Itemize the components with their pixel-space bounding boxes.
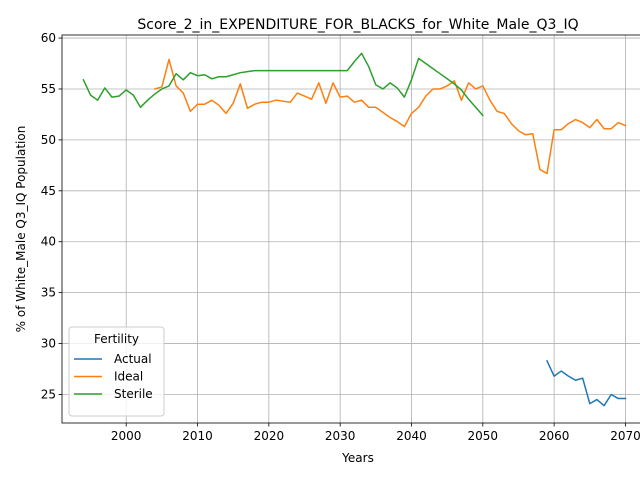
legend-title: Fertility xyxy=(94,332,139,346)
series-line-ideal xyxy=(153,58,627,175)
y-tick-label: 60 xyxy=(41,31,56,45)
x-tick-label: 2040 xyxy=(396,429,427,443)
x-tick-label: 2000 xyxy=(111,429,142,443)
plot-frame xyxy=(61,34,640,424)
y-tick-label: 45 xyxy=(41,184,56,198)
y-tick-label: 40 xyxy=(41,235,56,249)
x-axis-label: Years xyxy=(341,451,374,465)
legend-label-actual: Actual xyxy=(114,352,152,366)
x-tick-label: 2030 xyxy=(325,429,356,443)
x-tick-label: 2050 xyxy=(468,429,499,443)
x-tick-label: 2060 xyxy=(539,429,570,443)
x-tick-label: 2020 xyxy=(254,429,285,443)
chart-title: Score_2_in_EXPENDITURE_FOR_BLACKS_for_Wh… xyxy=(137,17,578,33)
x-tick-label: 2010 xyxy=(182,429,213,443)
legend-entries: Actual Ideal Sterile xyxy=(74,352,153,401)
axis-ticks: 2000 2010 2020 2030 2040 2050 2060 2070 25 30 35 40… xyxy=(41,31,640,443)
series-line-actual xyxy=(546,359,627,407)
legend-label-ideal: Ideal xyxy=(114,370,143,384)
y-tick-label: 35 xyxy=(41,286,56,300)
legend-label-sterile: Sterile xyxy=(114,387,153,401)
y-tick-label: 30 xyxy=(41,337,56,351)
y-tick-label: 55 xyxy=(41,82,56,96)
y-tick-label: 50 xyxy=(41,133,56,147)
y-axis-label: % of White_Male Q3_IQ Population xyxy=(14,126,28,333)
legend: Fertility Actual Ideal Sterile xyxy=(68,326,165,417)
x-tick-label: 2070 xyxy=(610,429,640,443)
series-layer xyxy=(82,52,627,407)
y-tick-label: 25 xyxy=(41,387,56,401)
series-line-sterile xyxy=(82,52,484,117)
